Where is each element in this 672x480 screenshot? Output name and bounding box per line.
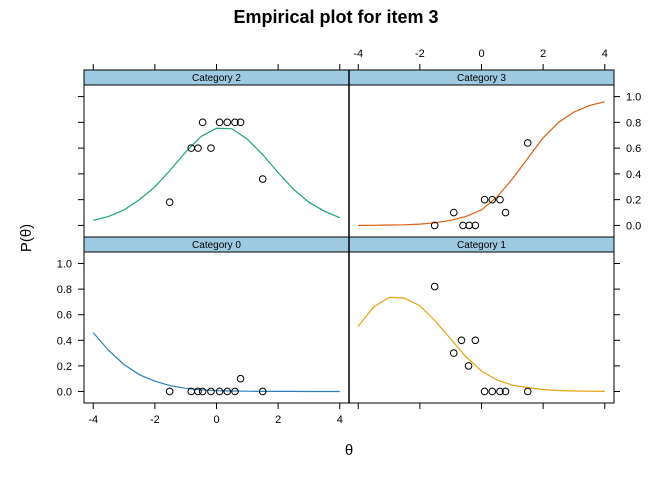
data-point: [207, 387, 215, 396]
data-point: [464, 362, 473, 370]
y-tick-label: 0.2: [626, 195, 641, 207]
x-tick-label: 4: [337, 414, 343, 426]
fitted-curve: [93, 127, 341, 221]
data-point: [258, 387, 267, 396]
fitted-curve: [358, 101, 605, 226]
panel-strip-label: Category 0: [192, 240, 241, 251]
data-point: [480, 195, 489, 204]
data-point: [449, 208, 458, 217]
data-point: [471, 336, 480, 345]
x-tick-label: 2: [275, 414, 281, 426]
panel-category-2: Category 2: [83, 69, 350, 221]
x-tick-label: -4: [88, 414, 98, 426]
panel-strip-label: Category 1: [457, 240, 506, 251]
y-tick-label: 0.8: [626, 117, 641, 129]
data-point: [471, 221, 480, 230]
data-point: [236, 118, 245, 127]
data-point: [231, 118, 239, 127]
x-tick-label: -4: [353, 48, 363, 60]
data-point: [488, 195, 497, 204]
x-tick-label: -2: [150, 414, 160, 426]
y-tick-label: 0.0: [57, 386, 72, 398]
x-tick-label: 0: [478, 48, 484, 60]
x-axis-label: θ: [345, 442, 353, 459]
y-tick-label: 1.0: [626, 92, 641, 104]
y-tick-label: 0.6: [57, 310, 72, 322]
y-tick-label: 0.0: [626, 220, 641, 232]
y-tick-label: 1.0: [57, 259, 72, 271]
x-tick-label: 2: [540, 48, 546, 60]
data-point: [223, 118, 232, 127]
data-point: [430, 282, 439, 291]
panel-category-1: Category 1: [348, 236, 615, 396]
data-point: [236, 374, 245, 383]
y-tick-label: 0.4: [626, 169, 641, 181]
panel-strip-label: Category 2: [192, 73, 241, 84]
data-point: [459, 221, 467, 230]
x-tick-label: -2: [415, 48, 425, 60]
y-tick-label: 0.2: [57, 361, 72, 373]
data-point: [480, 387, 489, 396]
y-tick-label: 0.6: [626, 143, 641, 155]
data-point: [165, 198, 174, 207]
panel-strip-label: Category 3: [457, 73, 506, 84]
fitted-curve: [357, 296, 605, 392]
x-tick-label: 4: [602, 48, 608, 60]
fitted-curve: [92, 332, 340, 393]
data-point: [496, 195, 504, 204]
y-axis-label: P(θ): [18, 224, 35, 252]
data-point: [231, 387, 239, 396]
x-tick-label: 0: [213, 414, 219, 426]
chart-title: Empirical plot for item 3: [233, 7, 438, 27]
data-point: [449, 349, 458, 357]
data-point: [430, 221, 439, 230]
data-point: [523, 387, 532, 396]
data-point: [501, 387, 510, 396]
data-point: [501, 208, 510, 217]
data-point: [258, 175, 267, 183]
y-tick-label: 0.4: [57, 335, 72, 347]
data-point: [465, 221, 473, 230]
data-point: [488, 387, 497, 396]
data-point: [207, 144, 215, 152]
y-tick-label: 0.8: [57, 284, 72, 296]
data-point: [215, 387, 224, 396]
data-point: [523, 139, 532, 147]
data-point: [198, 118, 207, 127]
data-point: [194, 144, 202, 152]
data-point: [215, 118, 224, 127]
data-point: [457, 336, 466, 345]
data-point: [496, 387, 504, 396]
data-point: [198, 387, 207, 396]
panel-category-3: Category 3: [348, 69, 615, 230]
data-point: [194, 387, 202, 396]
panel-category-0: Category 0: [83, 236, 350, 396]
data-point: [223, 387, 232, 396]
data-point: [165, 387, 174, 396]
